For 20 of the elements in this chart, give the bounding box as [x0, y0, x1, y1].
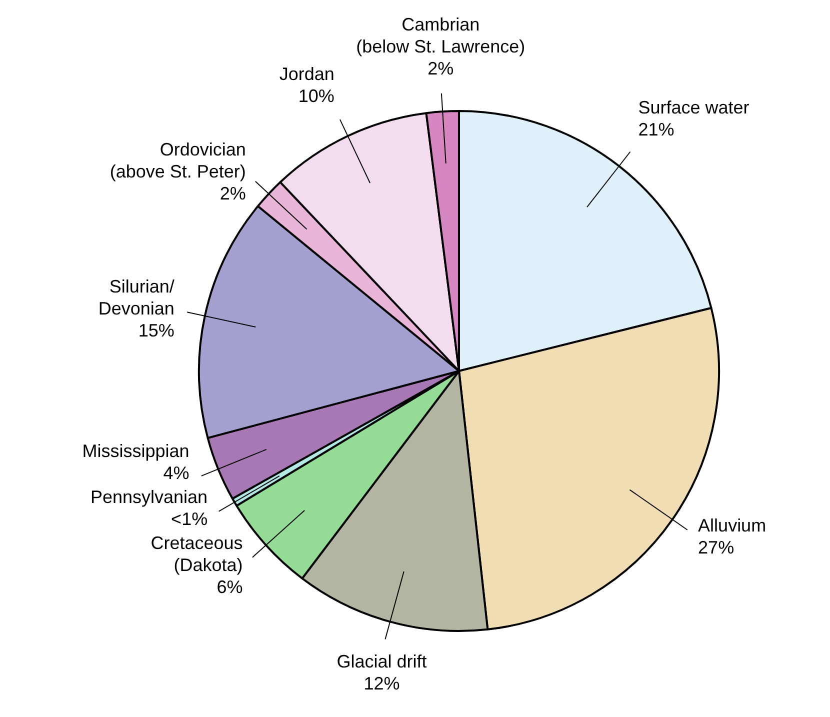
data-label: 4% — [163, 463, 190, 484]
data-label: 10% — [298, 86, 334, 106]
slice-label: Glacial drift — [336, 652, 427, 672]
slice-label: Alluvium — [698, 515, 766, 536]
slice-label: Jordan — [279, 64, 334, 84]
slice-label: Cretaceous (Dakota) — [150, 533, 243, 576]
slice-label: Mississippian — [82, 441, 190, 462]
data-label: 12% — [364, 674, 400, 694]
slice-label: Surface water — [638, 97, 750, 118]
data-label: 2% — [428, 58, 454, 78]
slice-label: Pennsylvanian — [90, 487, 208, 508]
data-label: 15% — [138, 320, 174, 340]
slice-label: Ordovician (above St. Peter) — [110, 140, 246, 182]
data-label: 21% — [638, 119, 674, 140]
slice-label: Silurian/ Devonian — [98, 276, 174, 318]
data-label: 2% — [220, 184, 246, 204]
data-label: <1% — [171, 509, 208, 530]
data-label: 6% — [216, 577, 243, 598]
data-label: 27% — [698, 537, 734, 558]
slice-label: Cambrian (below St. Lawrence) — [356, 14, 526, 56]
